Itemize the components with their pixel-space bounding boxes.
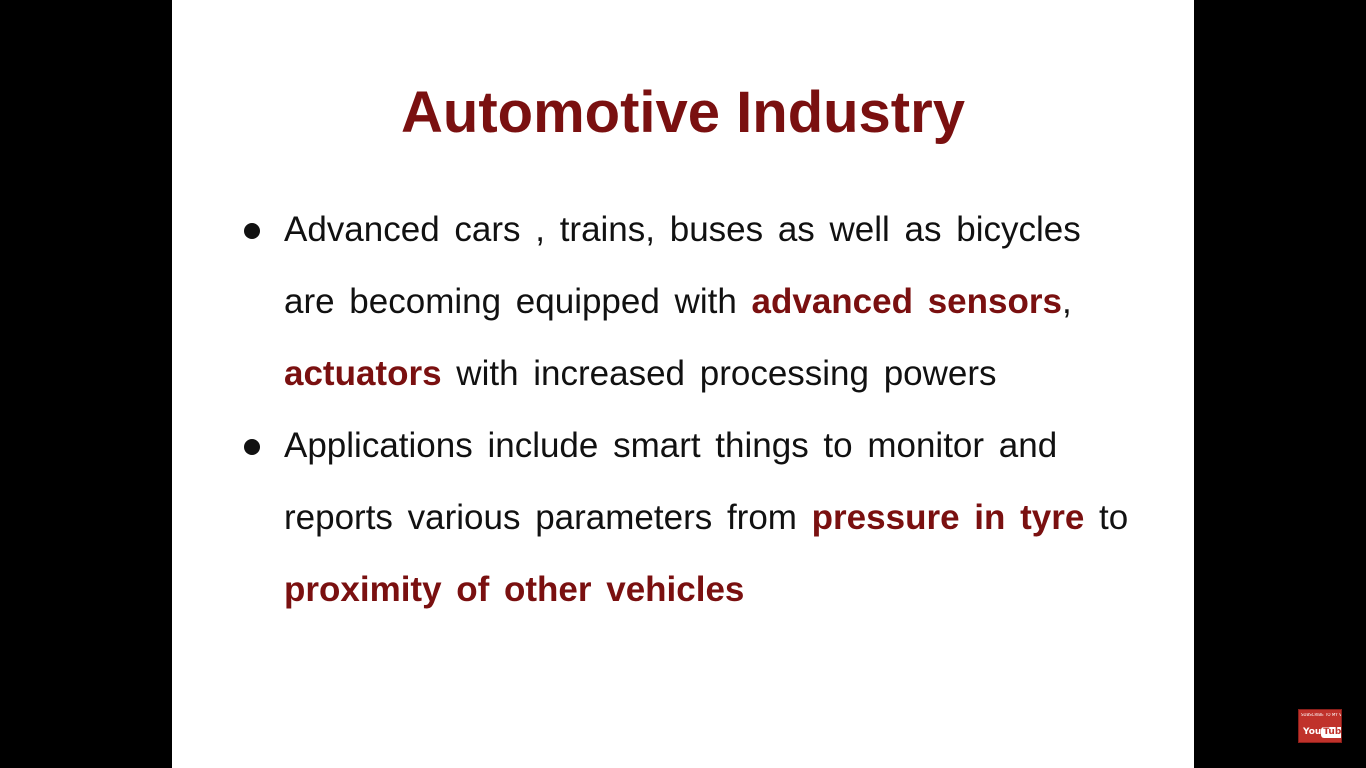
- bullet-item: Applications include smart things to mon…: [172, 410, 1134, 626]
- bullet-text: Advanced cars , trains, buses as well as…: [284, 210, 1081, 393]
- youtube-logo-you: You: [1303, 727, 1322, 737]
- bullet-dot-icon: [244, 223, 260, 239]
- presentation-slide: Automotive Industry Advanced cars , trai…: [172, 0, 1194, 768]
- slide-title: Automotive Industry: [401, 80, 965, 145]
- bullet-segment: with increased processing powers: [441, 354, 997, 393]
- bullet-segment: ,: [1061, 282, 1072, 321]
- subscribe-text: SUBSCRIBE TO MY VIDEOS ON: [1301, 713, 1341, 717]
- bullet-highlight: proximity of other vehicles: [284, 570, 745, 609]
- youtube-logo-tube: Tube: [1321, 727, 1341, 738]
- youtube-logo-icon: YouTube: [1303, 725, 1341, 739]
- youtube-subscribe-badge[interactable]: SUBSCRIBE TO MY VIDEOS ON YouTube: [1298, 709, 1342, 743]
- bullet-highlight: pressure in tyre: [811, 498, 1085, 537]
- bullet-text: Applications include smart things to mon…: [284, 426, 1128, 609]
- bullet-segment: Applications include smart things to mon…: [284, 426, 1058, 537]
- bullet-dot-icon: [244, 439, 260, 455]
- bullet-segment: Advanced cars , trains, buses as well as…: [284, 210, 1081, 321]
- bullet-segment: to: [1084, 498, 1129, 537]
- bullet-highlight: actuators: [284, 354, 442, 393]
- bullet-list: Advanced cars , trains, buses as well as…: [172, 194, 1194, 626]
- bullet-item: Advanced cars , trains, buses as well as…: [172, 194, 1134, 410]
- bullet-highlight: advanced sensors: [751, 282, 1062, 321]
